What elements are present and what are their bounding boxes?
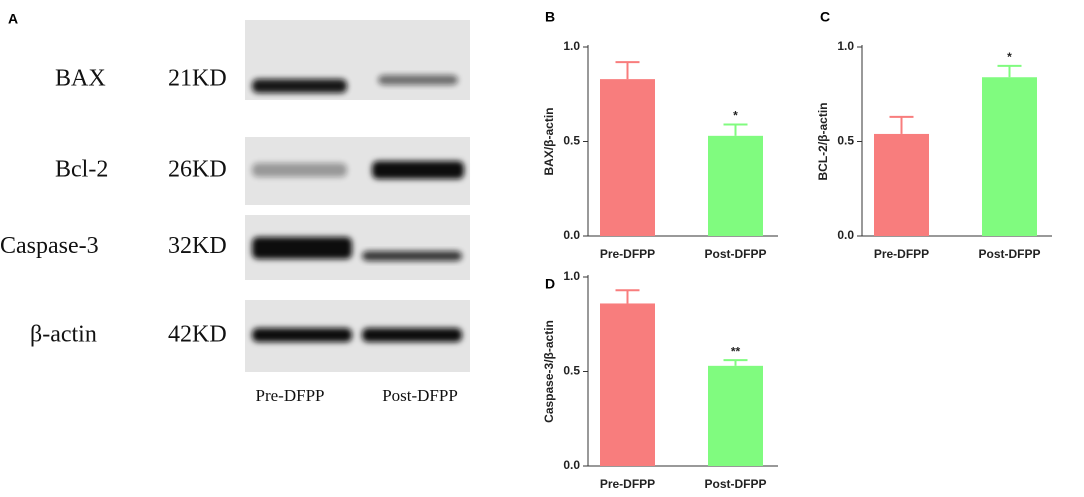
panel-letter: B (545, 9, 555, 25)
significance: * (733, 109, 738, 123)
y-tick-label: 0.5 (563, 364, 580, 378)
bar (708, 135, 763, 236)
blot-band (378, 75, 458, 85)
bar (600, 79, 655, 236)
significance: ** (731, 344, 741, 358)
blot-band (362, 328, 462, 342)
protein-label: BAX (55, 66, 106, 92)
bar (708, 365, 763, 466)
size-label: 26KD (168, 157, 227, 183)
blot-band (252, 79, 347, 93)
panel-letter: D (545, 276, 555, 292)
x-tick-label: Pre-DFPP (600, 477, 655, 491)
significance: * (1007, 50, 1012, 64)
y-axis-label: Caspase-3/β-actin (542, 320, 556, 423)
size-label: 32KD (168, 233, 227, 259)
protein-label: Bcl-2 (55, 157, 108, 183)
y-tick-label: 0.0 (563, 458, 580, 472)
x-tick-label: Post-DFPP (704, 477, 766, 491)
bar (874, 133, 929, 236)
y-axis-label: BAX/β-actin (542, 108, 556, 176)
y-tick-label: 0.0 (563, 228, 580, 242)
size-label: 21KD (168, 66, 227, 92)
bar (600, 303, 655, 466)
lane-label: Pre-DFPP (256, 386, 325, 405)
y-tick-label: 0.5 (837, 134, 854, 148)
x-tick-label: Post-DFPP (978, 247, 1040, 261)
blot-band (252, 237, 352, 259)
y-tick-label: 0.5 (563, 134, 580, 148)
blot-band (372, 161, 464, 179)
y-axis-label: BCL-2/β-actin (816, 103, 830, 181)
lane-label: Post-DFPP (382, 386, 458, 405)
x-tick-label: Post-DFPP (704, 247, 766, 261)
y-tick-label: 1.0 (563, 269, 580, 283)
protein-label: Caspase-3 (0, 233, 99, 259)
blot-band (252, 328, 352, 342)
y-tick-label: 0.0 (837, 228, 854, 242)
protein-label: β-actin (30, 322, 97, 348)
blot-band (362, 251, 462, 261)
x-tick-label: Pre-DFPP (600, 247, 655, 261)
y-tick-label: 1.0 (563, 39, 580, 53)
bar (982, 77, 1037, 237)
panel-letter: A (8, 11, 18, 27)
panel-letter: C (820, 9, 830, 25)
y-tick-label: 1.0 (837, 39, 854, 53)
blot-band (252, 163, 347, 177)
x-tick-label: Pre-DFPP (874, 247, 929, 261)
size-label: 42KD (168, 322, 227, 348)
